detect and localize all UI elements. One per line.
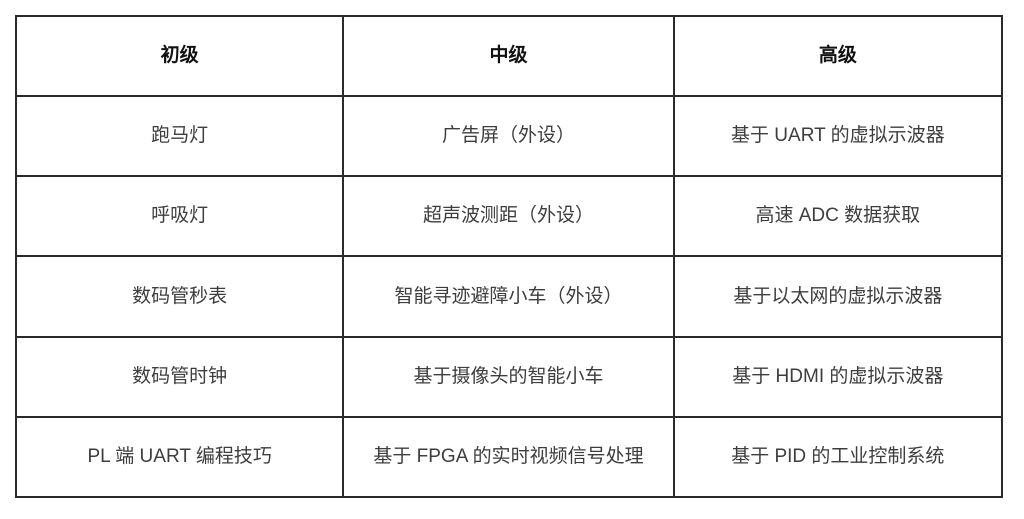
table-cell: 基于 UART 的虚拟示波器: [672, 94, 1004, 178]
table-cell: 高速 ADC 数据获取: [672, 175, 1004, 258]
table-cell: 超声波测距（外设）: [342, 175, 675, 258]
table-row: 跑马灯 广告屏（外设） 基于 UART 的虚拟示波器: [14, 94, 1004, 178]
column-header: 中级: [342, 15, 675, 97]
header-row: 初级 中级 高级: [14, 15, 1004, 97]
table-cell: 广告屏（外设）: [342, 94, 675, 178]
table-cell: 跑马灯: [14, 94, 345, 178]
table-cell: 基于 FPGA 的实时视频信号处理: [342, 415, 675, 499]
table-row: PL 端 UART 编程技巧 基于 FPGA 的实时视频信号处理 基于 PID 的工…: [14, 415, 1004, 499]
table-row: 数码管秒表 智能寻迹避障小车（外设） 基于以太网的虚拟示波器: [14, 255, 1004, 338]
table-cell: 基于 PID 的工业控制系统: [672, 415, 1004, 499]
table-cell: PL 端 UART 编程技巧: [14, 415, 345, 499]
table-cell: 基于摄像头的智能小车: [342, 335, 675, 418]
table-cell: 数码管时钟: [14, 335, 345, 418]
table-body: 跑马灯 广告屏（外设） 基于 UART 的虚拟示波器 呼吸灯 超声波测距（外设） 高速 A…: [14, 94, 1004, 499]
table-row: 呼吸灯 超声波测距（外设） 高速 ADC 数据获取: [14, 175, 1004, 258]
table-cell: 呼吸灯: [14, 175, 345, 258]
column-header: 高级: [672, 15, 1004, 97]
table-cell: 基于以太网的虚拟示波器: [672, 255, 1004, 338]
column-header: 初级: [14, 15, 345, 97]
table-cell: 智能寻迹避障小车（外设）: [342, 255, 675, 338]
course-level-table: 初级 中级 高级 跑马灯 广告屏（外设） 基于 UART 的虚拟示波器 呼吸灯 超声波测距（…: [14, 15, 1004, 499]
table-row: 数码管时钟 基于摄像头的智能小车 基于 HDMI 的虚拟示波器: [14, 335, 1004, 418]
table-cell: 数码管秒表: [14, 255, 345, 338]
table-cell: 基于 HDMI 的虚拟示波器: [672, 335, 1004, 418]
